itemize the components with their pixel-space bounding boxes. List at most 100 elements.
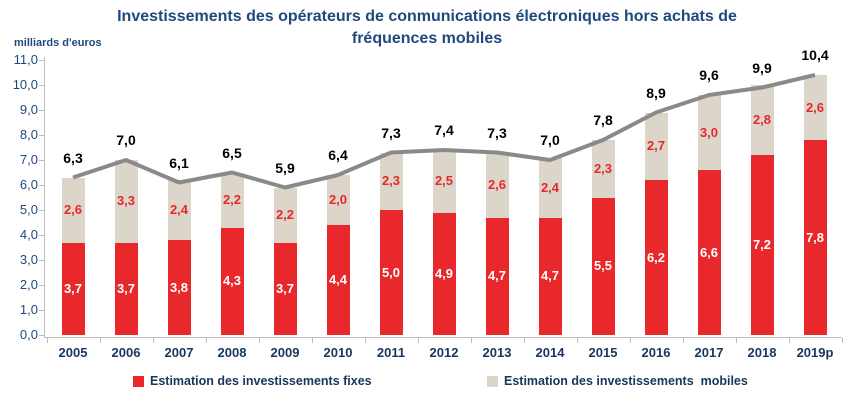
- total-value-label: 6,5: [222, 144, 242, 161]
- bar-segment-mobile: [168, 180, 191, 240]
- mobile-value-label: 2,2: [275, 207, 295, 222]
- x-axis-year-label: 2009: [270, 345, 300, 360]
- bar-segment-fixed: [698, 170, 721, 335]
- legend-item-fixes: Estimation des investissements fixes: [133, 374, 372, 388]
- fixed-value-label: 5,5: [593, 258, 613, 274]
- x-tick-mark: [365, 338, 366, 343]
- x-axis-year-label: 2014: [535, 345, 565, 360]
- fixed-value-label: 4,9: [434, 265, 454, 281]
- y-tick-label: 10,0: [12, 77, 38, 92]
- bar-segment-mobile: [274, 187, 297, 243]
- bar-segment-fixed: [486, 217, 509, 335]
- total-value-label: 9,9: [752, 59, 772, 76]
- fixed-value-label: 3,8: [169, 279, 189, 295]
- x-tick-mark: [100, 338, 101, 343]
- mobile-value-label: 2,5: [434, 173, 454, 189]
- chart-title-line2: fréquences mobiles: [351, 30, 503, 47]
- mobile-value-label: 2,4: [540, 179, 560, 195]
- y-tick-mark: [39, 235, 44, 236]
- mobile-value-label: 3,0: [699, 124, 719, 140]
- total-value-label: 5,9: [275, 159, 295, 176]
- x-tick-mark: [312, 338, 313, 343]
- y-axis-title: milliards d'euros: [14, 37, 102, 49]
- mobile-value-label: 3,3: [116, 193, 136, 209]
- x-axis-line: [44, 337, 842, 338]
- x-tick-mark: [47, 338, 48, 343]
- x-tick-mark: [683, 338, 684, 343]
- legend: Estimation des investissements fixes Est…: [0, 374, 854, 394]
- y-tick-label: 11,0: [13, 52, 38, 67]
- y-tick-label: 3,0: [19, 252, 38, 267]
- total-value-label: 7,3: [381, 124, 401, 141]
- x-axis-year-label: 2016: [641, 345, 671, 360]
- mobile-value-label: 2,7: [646, 138, 666, 154]
- x-tick-mark: [418, 338, 419, 343]
- fixed-value-label: 4,7: [487, 268, 507, 284]
- mobile-value-label: 2,4: [169, 202, 189, 217]
- x-tick-mark: [206, 338, 207, 343]
- mobile-value-label: 2,0: [328, 192, 348, 207]
- y-tick-mark: [39, 185, 44, 186]
- mobile-value-label: 2,6: [805, 99, 825, 115]
- bar-segment-fixed: [274, 242, 297, 335]
- fixed-value-label: 4,4: [328, 272, 348, 287]
- fixed-value-label: 3,7: [63, 280, 83, 296]
- y-tick-mark: [39, 310, 44, 311]
- y-tick-label: 0,0: [19, 327, 38, 342]
- bar-segment-fixed: [62, 242, 85, 335]
- legend-item-mobiles: Estimation des investissements mobiles: [487, 374, 748, 388]
- bar-segment-fixed: [168, 240, 191, 335]
- x-axis-year-label: 2006: [111, 345, 141, 360]
- mobile-value-label: 2,6: [63, 202, 83, 217]
- y-tick-label: 2,0: [19, 277, 38, 292]
- bar-segment-mobile: [62, 177, 85, 243]
- fixed-value-label: 3,7: [275, 280, 295, 296]
- x-axis-year-label: 2018: [747, 345, 777, 360]
- y-tick-label: 9,0: [19, 102, 38, 117]
- bar-segment-fixed: [433, 212, 456, 335]
- total-value-label: 7,4: [434, 122, 454, 138]
- x-tick-mark: [524, 338, 525, 343]
- total-value-label: 8,9: [646, 84, 666, 101]
- fixed-value-label: 7,8: [805, 229, 825, 245]
- total-value-label: 9,6: [699, 67, 719, 83]
- y-tick-mark: [39, 210, 44, 211]
- bar-segment-fixed: [221, 227, 244, 335]
- x-tick-mark: [577, 338, 578, 343]
- x-axis-year-label: 2019p: [796, 345, 834, 360]
- y-tick-mark: [39, 85, 44, 86]
- y-tick-label: 8,0: [19, 127, 38, 142]
- x-axis-year-label: 2011: [376, 345, 406, 360]
- y-tick-mark: [39, 60, 44, 61]
- fixed-value-label: 4,7: [540, 268, 560, 284]
- mobile-value-label: 2,6: [487, 177, 507, 192]
- mobile-value-label: 2,3: [381, 173, 401, 189]
- x-axis-year-label: 2017: [694, 345, 724, 360]
- mobile-value-label: 2,8: [752, 112, 772, 127]
- x-axis-year-label: 2005: [58, 345, 88, 360]
- legend-label-mobiles: Estimation des investissements mobiles: [504, 374, 748, 388]
- mobile-value-label: 2,3: [593, 160, 613, 176]
- bar-segment-fixed: [592, 197, 615, 335]
- fixed-value-label: 6,6: [699, 244, 719, 260]
- x-tick-mark: [736, 338, 737, 343]
- total-value-label: 7,8: [593, 112, 613, 128]
- bar-segment-fixed: [645, 180, 668, 335]
- y-tick-label: 6,0: [19, 177, 38, 192]
- x-tick-mark: [789, 338, 790, 343]
- legend-swatch-fixes-icon: [133, 375, 144, 387]
- total-value-label: 7,0: [116, 132, 136, 148]
- y-axis-line: [44, 57, 45, 338]
- chart-title-line1: Investissements des opérateurs de conmun…: [117, 8, 737, 25]
- x-axis-year-label: 2008: [217, 345, 247, 360]
- x-axis-year-label: 2007: [164, 345, 194, 360]
- x-axis-year-label: 2013: [482, 345, 512, 360]
- total-value-label: 6,4: [328, 147, 348, 163]
- fixed-value-label: 3,7: [116, 280, 136, 296]
- x-axis-year-label: 2010: [323, 345, 353, 360]
- y-tick-label: 4,0: [19, 227, 38, 242]
- x-tick-mark: [842, 338, 843, 343]
- y-tick-label: 7,0: [19, 152, 38, 167]
- y-tick-mark: [39, 160, 44, 161]
